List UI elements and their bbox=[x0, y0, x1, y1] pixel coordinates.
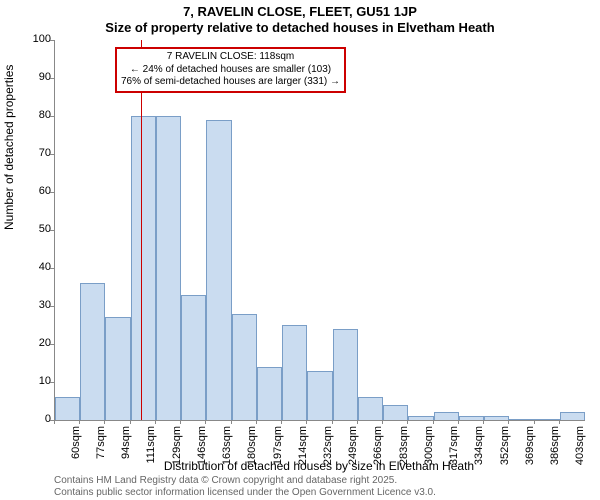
annotation-line: 7 RAVELIN CLOSE: 118sqm bbox=[121, 51, 340, 64]
x-tick-mark bbox=[256, 420, 257, 424]
x-tick-mark bbox=[54, 420, 55, 424]
x-tick-label: 300sqm bbox=[423, 426, 435, 476]
x-tick-label: 317sqm bbox=[448, 426, 460, 476]
histogram-bar bbox=[232, 314, 257, 420]
x-tick-mark bbox=[508, 420, 509, 424]
x-tick-mark bbox=[306, 420, 307, 424]
attribution-line-1: Contains HM Land Registry data © Crown c… bbox=[54, 475, 436, 487]
histogram-bar bbox=[509, 419, 534, 420]
property-annotation: 7 RAVELIN CLOSE: 118sqm← 24% of detached… bbox=[115, 47, 346, 93]
x-tick-label: 369sqm bbox=[524, 426, 536, 476]
x-tick-mark bbox=[407, 420, 408, 424]
x-tick-label: 249sqm bbox=[347, 426, 359, 476]
x-tick-label: 180sqm bbox=[246, 426, 258, 476]
histogram-bar bbox=[156, 116, 181, 420]
y-tick-mark bbox=[50, 382, 54, 383]
x-tick-label: 94sqm bbox=[120, 426, 132, 476]
histogram-bar bbox=[535, 419, 560, 420]
x-tick-label: 60sqm bbox=[70, 426, 82, 476]
y-tick-label: 90 bbox=[11, 71, 51, 83]
histogram-bar bbox=[408, 416, 433, 420]
x-tick-mark bbox=[433, 420, 434, 424]
x-tick-label: 403sqm bbox=[574, 426, 586, 476]
x-tick-mark bbox=[79, 420, 80, 424]
x-tick-label: 214sqm bbox=[297, 426, 309, 476]
y-tick-label: 0 bbox=[11, 413, 51, 425]
y-tick-label: 20 bbox=[11, 337, 51, 349]
histogram-bar bbox=[484, 416, 509, 420]
histogram-bar bbox=[181, 295, 206, 420]
histogram-bar bbox=[307, 371, 332, 420]
histogram-bar bbox=[358, 397, 383, 420]
x-tick-mark bbox=[180, 420, 181, 424]
chart-title-address: 7, RAVELIN CLOSE, FLEET, GU51 1JP bbox=[0, 4, 600, 19]
histogram-bar bbox=[206, 120, 231, 420]
property-marker-line bbox=[141, 40, 142, 420]
y-tick-label: 40 bbox=[11, 261, 51, 273]
x-tick-mark bbox=[534, 420, 535, 424]
x-tick-label: 283sqm bbox=[398, 426, 410, 476]
x-tick-mark bbox=[104, 420, 105, 424]
x-tick-mark bbox=[281, 420, 282, 424]
x-tick-mark bbox=[559, 420, 560, 424]
x-tick-label: 146sqm bbox=[196, 426, 208, 476]
x-tick-label: 266sqm bbox=[372, 426, 384, 476]
annotation-line: ← 24% of detached houses are smaller (10… bbox=[121, 64, 340, 77]
attribution-line-2: Contains public sector information licen… bbox=[54, 487, 436, 499]
y-tick-mark bbox=[50, 306, 54, 307]
histogram-bar bbox=[131, 116, 156, 420]
chart-attribution: Contains HM Land Registry data © Crown c… bbox=[54, 475, 436, 498]
annotation-line: 76% of semi-detached houses are larger (… bbox=[121, 76, 340, 89]
histogram-bar bbox=[383, 405, 408, 420]
y-tick-mark bbox=[50, 116, 54, 117]
y-tick-label: 60 bbox=[11, 185, 51, 197]
x-tick-mark bbox=[382, 420, 383, 424]
x-tick-mark bbox=[130, 420, 131, 424]
x-tick-label: 163sqm bbox=[221, 426, 233, 476]
y-tick-label: 100 bbox=[11, 33, 51, 45]
x-tick-mark bbox=[155, 420, 156, 424]
x-tick-label: 111sqm bbox=[145, 426, 157, 476]
y-tick-label: 80 bbox=[11, 109, 51, 121]
x-tick-mark bbox=[205, 420, 206, 424]
x-tick-label: 352sqm bbox=[499, 426, 511, 476]
y-tick-mark bbox=[50, 154, 54, 155]
y-tick-mark bbox=[50, 40, 54, 41]
y-tick-mark bbox=[50, 78, 54, 79]
chart-title-description: Size of property relative to detached ho… bbox=[0, 20, 600, 35]
histogram-bar bbox=[333, 329, 358, 420]
x-tick-mark bbox=[231, 420, 232, 424]
y-tick-label: 30 bbox=[11, 299, 51, 311]
y-tick-mark bbox=[50, 268, 54, 269]
histogram-bar bbox=[560, 412, 585, 420]
plot-area bbox=[54, 40, 585, 421]
x-tick-label: 197sqm bbox=[272, 426, 284, 476]
histogram-bar bbox=[257, 367, 282, 420]
histogram-bar bbox=[282, 325, 307, 420]
histogram-bar bbox=[459, 416, 484, 420]
histogram-bar bbox=[434, 412, 459, 420]
x-tick-label: 334sqm bbox=[473, 426, 485, 476]
x-tick-label: 232sqm bbox=[322, 426, 334, 476]
x-tick-mark bbox=[458, 420, 459, 424]
y-tick-label: 70 bbox=[11, 147, 51, 159]
histogram-bar bbox=[55, 397, 80, 420]
property-size-chart: 7, RAVELIN CLOSE, FLEET, GU51 1JP Size o… bbox=[0, 0, 600, 500]
x-tick-mark bbox=[357, 420, 358, 424]
y-tick-mark bbox=[50, 344, 54, 345]
x-tick-mark bbox=[332, 420, 333, 424]
histogram-bar bbox=[80, 283, 105, 420]
y-tick-mark bbox=[50, 192, 54, 193]
x-tick-mark bbox=[483, 420, 484, 424]
y-tick-label: 50 bbox=[11, 223, 51, 235]
x-tick-label: 77sqm bbox=[95, 426, 107, 476]
x-tick-label: 129sqm bbox=[171, 426, 183, 476]
x-tick-label: 386sqm bbox=[549, 426, 561, 476]
histogram-bar bbox=[105, 317, 130, 420]
y-tick-mark bbox=[50, 230, 54, 231]
y-tick-label: 10 bbox=[11, 375, 51, 387]
